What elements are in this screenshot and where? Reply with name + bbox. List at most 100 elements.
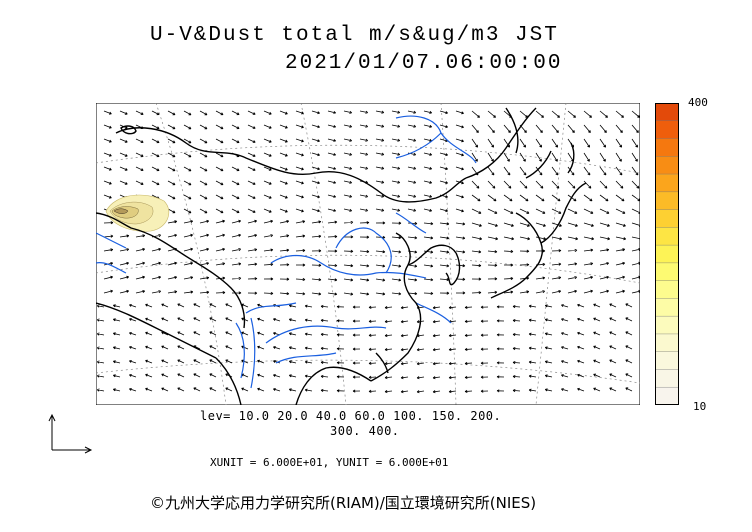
map-title-line1: U-V&Dust total m/s&ug/m3 JST (150, 24, 559, 47)
wind-vector (512, 361, 521, 365)
wind-vector (503, 290, 514, 294)
wind-vector (384, 333, 393, 338)
wind-vector (567, 248, 578, 252)
wind-vector (352, 333, 361, 337)
wind-vector (599, 138, 607, 148)
wind-vector (304, 304, 313, 308)
wind-vector (352, 305, 361, 309)
wind-vector (561, 332, 569, 336)
wind-vector (327, 278, 338, 282)
wind-vector (615, 194, 625, 202)
wind-vector (615, 138, 623, 148)
wind-vector (257, 331, 265, 336)
wind-vector (375, 264, 386, 268)
wind-vector (209, 387, 217, 392)
wind-vector (561, 318, 569, 322)
wind-vector (336, 305, 345, 309)
wind-vector (209, 373, 217, 378)
wind-vector (512, 375, 521, 379)
colorbar-segment (655, 298, 679, 317)
wind-vector (183, 194, 192, 200)
wind-vector (567, 289, 578, 294)
wind-vector (161, 359, 169, 364)
wind-vector (631, 208, 640, 214)
wind-vector (320, 332, 329, 337)
wind-vector (119, 152, 128, 157)
wind-vector (257, 317, 265, 322)
wind-vector (145, 331, 153, 336)
wind-vector (439, 110, 448, 115)
wind-vector (359, 221, 370, 225)
wind-vector (551, 236, 563, 241)
wind-vector (400, 348, 409, 352)
wind-vector (464, 319, 473, 323)
wind-vector (464, 375, 473, 379)
wind-vector (567, 236, 579, 241)
wind-vector (151, 138, 160, 144)
wind-vector (583, 138, 591, 148)
wind-vector (471, 291, 482, 295)
wind-vector (391, 278, 402, 282)
wind-vector (544, 360, 553, 364)
wind-vector (295, 263, 306, 267)
wind-vector (119, 289, 130, 294)
wind-vector (327, 220, 338, 224)
wind-vector (609, 345, 617, 350)
wind-vector (609, 331, 617, 336)
wind-vector (215, 219, 226, 224)
wind-vector (129, 331, 137, 336)
wind-vector (199, 262, 210, 266)
wind-vector (407, 278, 418, 282)
wind-vector (263, 262, 274, 267)
wind-vector (487, 277, 498, 281)
wind-vector (535, 138, 543, 148)
wind-vector (199, 110, 208, 116)
wind-vector (512, 305, 521, 309)
wind-vector (391, 166, 401, 170)
wind-vector (96, 346, 105, 350)
wind-vector (487, 222, 498, 227)
wind-vector (231, 166, 240, 172)
wind-vector (455, 250, 466, 254)
wind-vector (311, 180, 320, 185)
wind-vector (487, 290, 498, 294)
wind-vector (311, 208, 320, 213)
wind-vector (311, 110, 320, 115)
wind-vector (295, 234, 306, 238)
wind-vector (503, 194, 513, 202)
wind-vector (391, 292, 402, 296)
wind-vector (496, 347, 505, 351)
wind-vector (487, 194, 497, 202)
wind-vector (471, 152, 478, 162)
wind-vector (567, 262, 578, 266)
wind-vector (577, 303, 585, 308)
wind-vector (519, 152, 526, 162)
wind-vector (343, 110, 353, 114)
wind-vector (161, 345, 169, 350)
wind-vector (487, 110, 496, 118)
wind-vector (167, 180, 176, 186)
wind-vector (631, 180, 640, 189)
colorbar-max-label: 400 (688, 96, 708, 109)
wind-vector (135, 166, 144, 171)
wind-vector (631, 275, 640, 280)
wind-vector (359, 250, 370, 254)
wind-vector (231, 233, 242, 238)
wind-vector (519, 208, 530, 214)
wind-vector (487, 180, 496, 189)
wind-vector (609, 373, 617, 378)
wind-vector (129, 359, 137, 364)
wind-vector (103, 124, 112, 129)
wind-vector (327, 152, 337, 156)
wind-vector (496, 319, 505, 323)
wind-vector (295, 166, 304, 171)
wind-vector (336, 333, 345, 337)
wind-vector (215, 208, 224, 214)
colorbar-segment (655, 316, 679, 335)
wind-vector (103, 110, 112, 115)
wind-vector (599, 124, 607, 134)
wind-vector (103, 275, 114, 280)
wind-vector (225, 331, 233, 336)
wind-vector (225, 303, 233, 308)
wind-vector (96, 360, 105, 364)
